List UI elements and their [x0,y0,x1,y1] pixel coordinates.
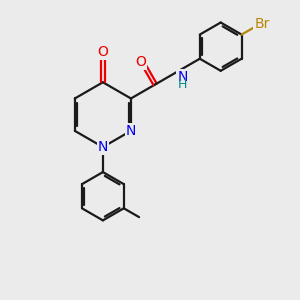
Text: H: H [178,78,187,91]
Text: Br: Br [254,17,270,31]
Text: O: O [98,45,108,59]
Text: N: N [126,124,136,138]
Text: O: O [135,55,146,68]
Text: N: N [177,70,188,84]
Text: N: N [98,140,108,154]
